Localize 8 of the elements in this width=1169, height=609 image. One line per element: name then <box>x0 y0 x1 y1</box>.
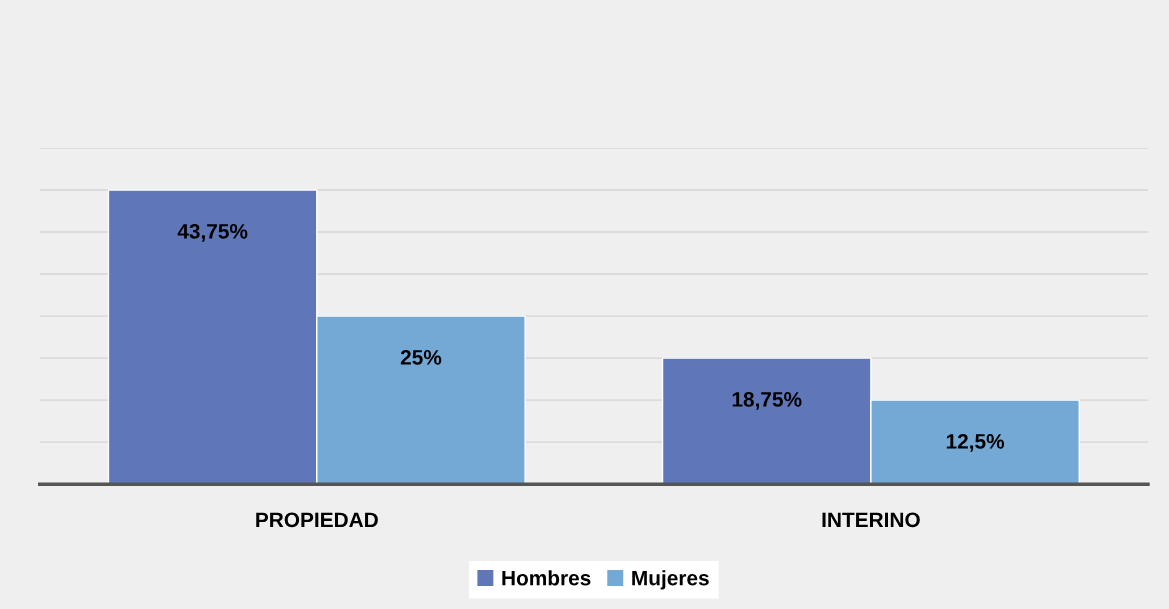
data-label: 25% <box>400 349 442 365</box>
data-label: 18,75% <box>732 392 802 410</box>
x-tick-label: PROPIEDAD <box>256 512 378 528</box>
x-tick-label: INTERINO <box>822 512 920 528</box>
data-label: 12,5% <box>946 434 1005 452</box>
legend-label: Hombres <box>502 570 591 586</box>
data-label: 43,75% <box>177 223 248 242</box>
legend-label: Mujeres <box>632 570 709 590</box>
